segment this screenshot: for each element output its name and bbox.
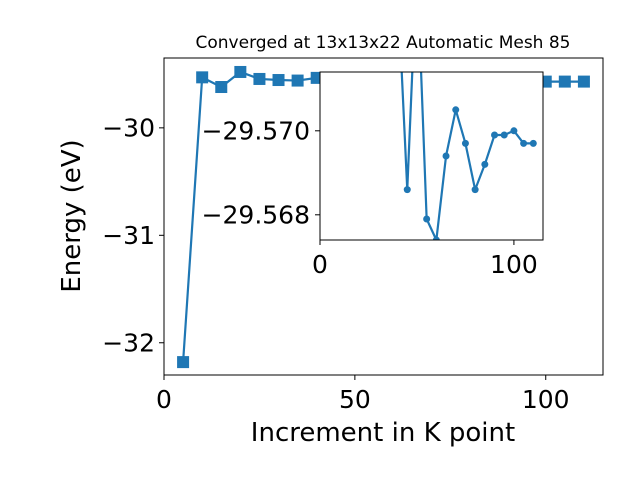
data-point (491, 131, 499, 139)
y-tick-label: −31 (102, 221, 155, 250)
data-point (215, 81, 228, 94)
data-point (471, 186, 479, 194)
data-point (577, 75, 590, 88)
data-point (558, 75, 571, 88)
data-point (481, 160, 489, 168)
x-axis-label: Increment in K point (251, 418, 515, 448)
inset-plot-frame (319, 71, 544, 241)
data-point (520, 139, 528, 147)
data-point (291, 74, 304, 87)
y-tick-label: −32 (102, 329, 155, 358)
data-point (529, 139, 537, 147)
x-tick-label: 50 (339, 385, 371, 414)
x-tick-label: 100 (522, 385, 570, 414)
y-tick-label: −30 (102, 114, 155, 143)
y-tick-label: −29.568 (202, 201, 310, 230)
data-point (442, 152, 450, 160)
data-point (423, 215, 431, 223)
inset-plot (400, 72, 537, 240)
data-point (510, 127, 518, 135)
chart-title: Converged at 13x13x22 Automatic Mesh 85 (196, 33, 571, 53)
y-axis-label: Energy (eV) (57, 139, 87, 292)
x-tick-label: 100 (490, 250, 538, 279)
data-point (500, 131, 508, 139)
data-point (452, 106, 460, 114)
y-tick-label: −29.570 (202, 117, 310, 146)
data-point (234, 65, 247, 78)
inset-background (320, 72, 543, 240)
data-point (253, 72, 266, 85)
x-tick-label: 0 (312, 250, 328, 279)
data-point (196, 71, 209, 84)
x-tick-label: 0 (156, 385, 172, 414)
x-axis-ticks: 0 50 100 (156, 375, 570, 414)
data-point (403, 186, 411, 194)
data-point (272, 74, 285, 87)
inset-x-axis-ticks: 0 100 (312, 240, 538, 279)
data-point (461, 139, 469, 147)
y-axis-ticks: −30 −31 −32 (102, 114, 164, 358)
inset-y-axis-ticks: −29.570 −29.568 (202, 117, 320, 230)
main-plot-frame (163, 57, 604, 376)
data-point (432, 236, 440, 240)
data-point (177, 356, 190, 369)
